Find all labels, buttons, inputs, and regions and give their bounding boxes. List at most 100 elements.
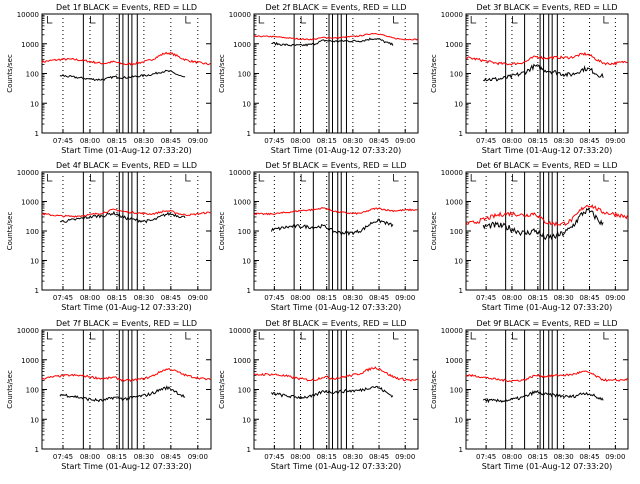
y-tick-label: 10 — [242, 258, 251, 266]
panel-title: Det 4f BLACK = Events, RED = LLD — [56, 161, 197, 170]
events-series-line — [482, 390, 604, 404]
y-tick-label: 10 — [454, 258, 463, 266]
x-tick-label: 07:45 — [53, 137, 73, 145]
events-series-line — [59, 210, 186, 224]
detector-panel-1: Det 1f BLACK = Events, RED = LLD Counts/s… — [6, 3, 212, 155]
x-tick-label: 09:00 — [395, 453, 415, 461]
x-tick-label: 08:45 — [579, 294, 599, 302]
plot-frame — [41, 171, 212, 291]
x-axis-label: Start Time (01-Aug-12 07:33:20) — [271, 146, 402, 155]
x-tick-label: 08:00 — [290, 453, 310, 461]
y-tick-label: 10 — [454, 416, 463, 424]
plot-frame — [253, 171, 419, 291]
y-axis-label: Counts/sec — [6, 54, 14, 93]
y-axis-label: Counts/sec — [218, 54, 226, 93]
flag-marker — [185, 332, 191, 340]
flag-marker — [603, 16, 609, 24]
plot-frame — [41, 329, 212, 450]
x-tick-label: 07:45 — [264, 294, 284, 302]
panel-title: Det 5f BLACK = Events, RED = LLD — [265, 161, 406, 170]
flag-marker — [185, 174, 191, 182]
events-series-line — [270, 218, 394, 236]
y-tick-label: 100 — [26, 71, 39, 79]
x-tick-label: 08:45 — [161, 294, 181, 302]
x-tick-label: 08:30 — [343, 294, 363, 302]
x-tick-label: 08:00 — [502, 137, 522, 145]
x-tick-label: 09:00 — [605, 137, 625, 145]
events-series-line — [270, 385, 394, 400]
lld-series-line — [41, 51, 211, 66]
lld-series-line — [465, 51, 628, 66]
y-tick-label: 10 — [242, 416, 251, 424]
y-tick-label: 10000 — [229, 327, 251, 335]
flag-marker — [90, 332, 96, 340]
flag-marker — [300, 174, 307, 182]
lld-series-line — [41, 208, 211, 218]
lld-series-line — [253, 206, 418, 216]
x-tick-label: 07:45 — [476, 294, 496, 302]
y-tick-label: 10000 — [17, 11, 39, 19]
y-tick-label: 100 — [238, 387, 251, 395]
flag-marker — [470, 332, 477, 340]
lld-series-line — [465, 203, 628, 227]
plot-frame — [465, 13, 629, 134]
x-tick-label: 08:45 — [369, 294, 389, 302]
x-tick-label: 07:45 — [476, 453, 496, 461]
y-axis-label: Counts/sec — [430, 212, 438, 251]
x-tick-label: 08:00 — [290, 294, 310, 302]
panel-title: Det 2f BLACK = Events, RED = LLD — [265, 3, 406, 12]
y-tick-label: 10 — [30, 416, 39, 424]
x-tick-label: 08:30 — [134, 453, 154, 461]
y-tick-label: 10000 — [17, 327, 39, 335]
lld-series-line — [465, 370, 628, 383]
detector-panel-8: Det 8f BLACK = Events, RED = LLD Counts/s… — [218, 319, 419, 471]
y-axis-label: Counts/sec — [430, 370, 438, 409]
x-tick-label: 08:30 — [134, 294, 154, 302]
x-tick-label: 08:15 — [317, 453, 337, 461]
x-tick-label: 08:45 — [161, 453, 181, 461]
flag-marker — [470, 174, 477, 182]
y-tick-label: 1 — [247, 446, 251, 454]
x-tick-label: 08:45 — [161, 137, 181, 145]
y-tick-label: 100 — [26, 387, 39, 395]
flag-marker — [185, 16, 191, 24]
x-tick-label: 09:00 — [188, 294, 208, 302]
x-tick-label: 07:45 — [264, 453, 284, 461]
x-tick-label: 08:30 — [554, 294, 574, 302]
flag-marker — [393, 332, 399, 340]
x-axis-label: Start Time (01-Aug-12 07:33:20) — [482, 146, 613, 155]
y-tick-label: 1 — [35, 287, 39, 295]
events-series-line — [59, 69, 186, 82]
x-tick-label: 08:15 — [317, 137, 337, 145]
y-tick-label: 100 — [238, 71, 251, 79]
events-series-line — [483, 63, 604, 82]
panel-title: Det 1f BLACK = Events, RED = LLD — [56, 3, 197, 12]
flag-marker — [603, 332, 609, 340]
x-tick-label: 08:30 — [554, 137, 574, 145]
x-tick-label: 08:15 — [107, 137, 127, 145]
detector-panel-2: Det 2f BLACK = Events, RED = LLD Counts/s… — [218, 3, 419, 155]
panel-title: Det 6f BLACK = Events, RED = LLD — [476, 161, 617, 170]
panel-title: Det 9f BLACK = Events, RED = LLD — [476, 319, 617, 328]
y-tick-label: 1000 — [445, 41, 463, 49]
plot-frame — [465, 171, 629, 291]
y-tick-label: 10000 — [229, 169, 251, 177]
x-tick-label: 08:15 — [107, 453, 127, 461]
x-tick-label: 08:15 — [317, 294, 337, 302]
x-tick-label: 08:15 — [528, 294, 548, 302]
detector-panel-9: Det 9f BLACK = Events, RED = LLD Counts/s… — [430, 319, 629, 471]
x-tick-label: 09:00 — [395, 294, 415, 302]
y-tick-label: 1 — [35, 130, 39, 138]
y-tick-label: 1000 — [233, 41, 251, 49]
y-axis-label: Counts/sec — [430, 54, 438, 93]
panel-title: Det 3f BLACK = Events, RED = LLD — [476, 3, 617, 12]
y-tick-label: 1 — [247, 287, 251, 295]
lld-series-line — [253, 366, 418, 382]
flag-marker — [300, 332, 307, 340]
lld-series-line — [41, 368, 211, 382]
x-tick-label: 08:30 — [343, 137, 363, 145]
x-tick-label: 08:30 — [134, 137, 154, 145]
y-tick-label: 1 — [35, 446, 39, 454]
y-tick-label: 100 — [450, 387, 463, 395]
